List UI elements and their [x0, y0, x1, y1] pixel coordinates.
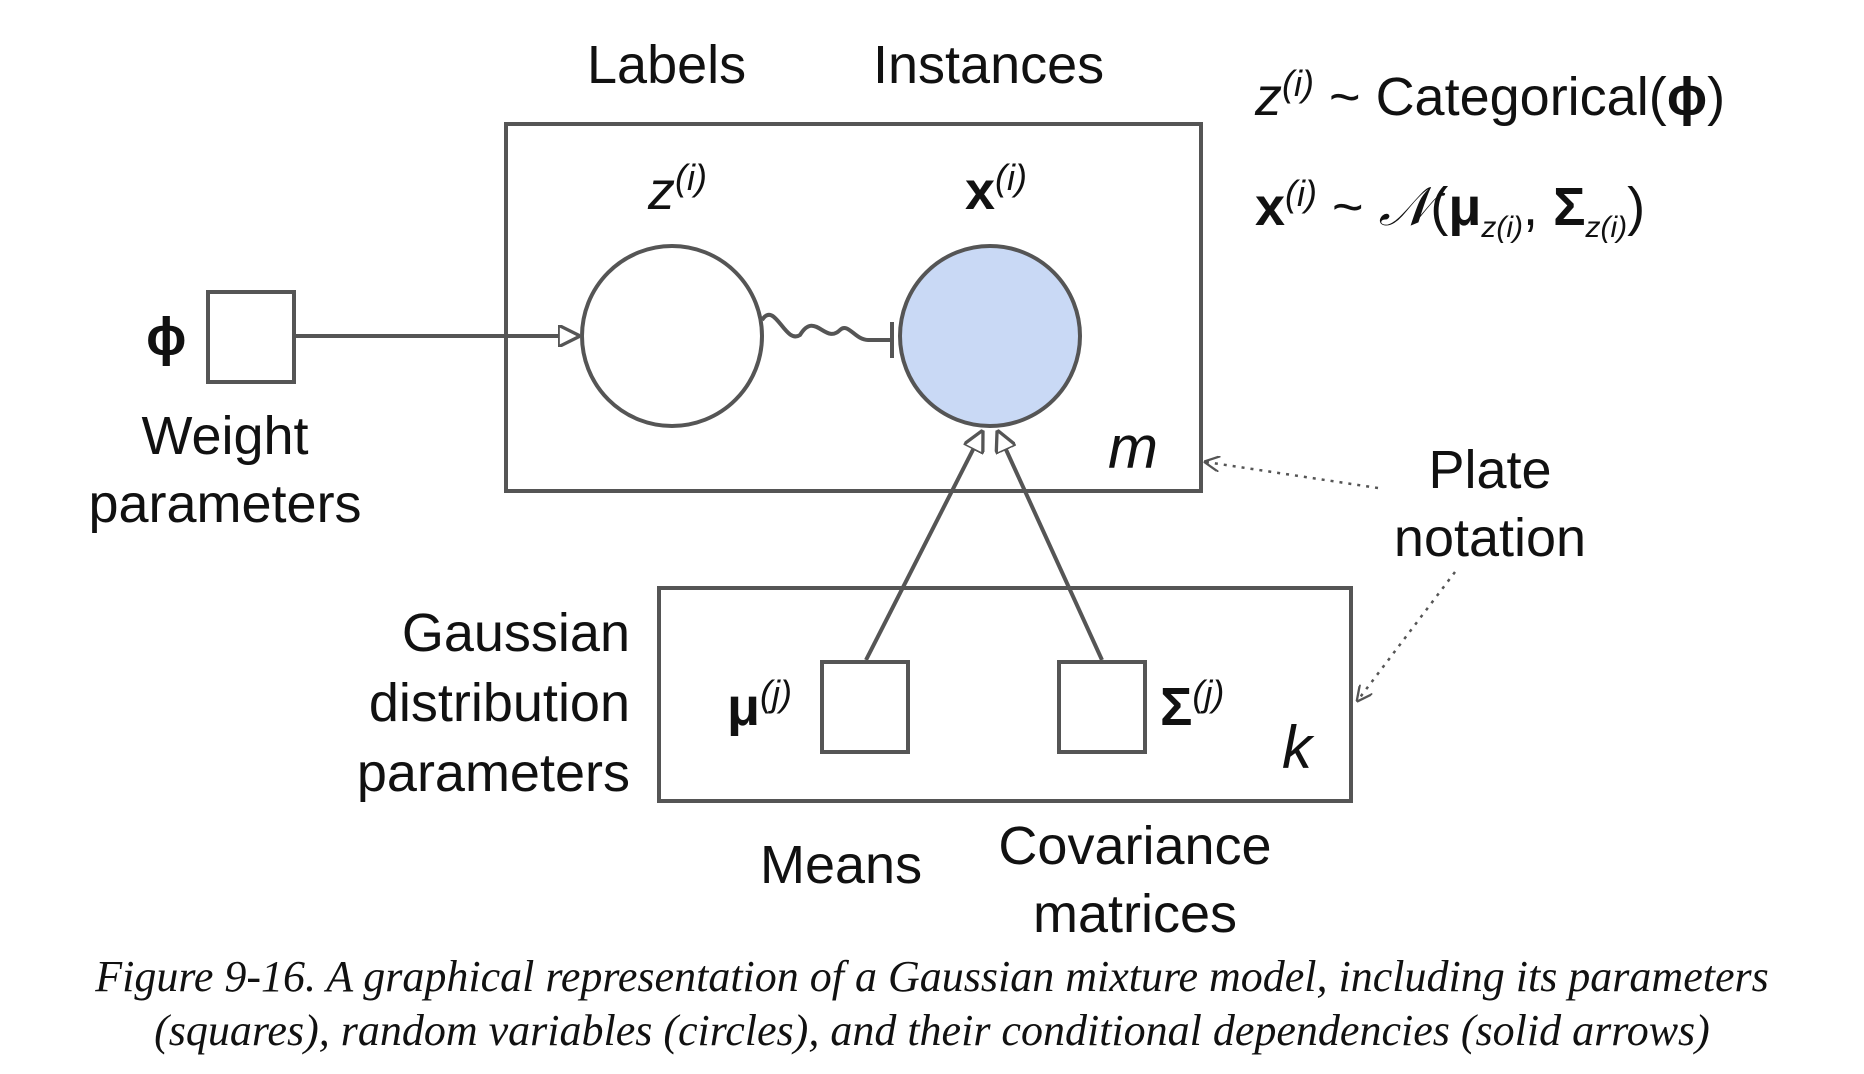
covariance-label: Covariance matrices	[980, 812, 1290, 948]
gaussian-params-line-2: distribution	[368, 673, 630, 733]
z-node-base: z	[648, 161, 675, 221]
gaussian-params-label: Gaussian distribution parameters	[300, 598, 630, 808]
equation-z-categorical: z(i) ~ Categorical(ϕ)	[1255, 63, 1726, 127]
z-node-sup: (i)	[675, 157, 707, 198]
gaussian-params-line-1: Gaussian	[401, 603, 630, 663]
eq1-fn: Categorical(	[1375, 67, 1667, 127]
x-node-base: x	[965, 161, 996, 221]
weight-parameters-line-2: parameters	[88, 474, 362, 534]
mu-node-base: μ	[727, 677, 761, 737]
mu-node-sup: (j)	[760, 673, 793, 714]
eq2-lhs-base: x	[1255, 177, 1286, 237]
weight-parameters-label: Weight parameters	[70, 402, 380, 538]
weight-parameters-line-1: Weight	[141, 406, 309, 466]
plate-notation-line-1: Plate	[1428, 440, 1552, 500]
eq1-arg: ϕ	[1666, 67, 1708, 127]
x-node-label: x(i)	[965, 157, 1028, 221]
plate-notation-pointer-m	[1206, 462, 1379, 490]
eq2-dist: 𝒩	[1378, 175, 1431, 238]
eq2-sigma: Σ	[1553, 177, 1586, 237]
mu-to-x-arrow	[864, 432, 982, 661]
z-x-wavy-link	[760, 312, 892, 342]
sigma-node-sup: (j)	[1192, 673, 1225, 714]
eq1-lhs-base: z	[1255, 67, 1282, 127]
means-label: Means	[760, 835, 923, 895]
eq1-close: )	[1707, 67, 1726, 127]
sigma-node-base: Σ	[1160, 677, 1193, 737]
figure-caption: Figure 9-16. A graphical representation …	[0, 950, 1864, 1058]
eq2-close: )	[1627, 177, 1646, 237]
sigma-square	[1057, 660, 1147, 754]
plate-k-letter: k	[1282, 714, 1312, 781]
eq1-lhs-sup: (i)	[1282, 63, 1314, 104]
z-node-circle	[580, 244, 764, 428]
x-node-circle	[898, 244, 1082, 428]
eq2-open: (	[1430, 177, 1449, 237]
plate-m-letter: m	[1108, 414, 1158, 481]
caption-line-1: Figure 9-16. A graphical representation …	[95, 952, 1769, 1001]
labels-heading: Labels	[587, 35, 747, 95]
eq2-comma: ,	[1523, 177, 1539, 237]
instances-heading: Instances	[873, 35, 1105, 95]
x-node-sup: (i)	[995, 157, 1028, 198]
plate-m	[504, 122, 1203, 493]
plate-notation-line-2: notation	[1393, 508, 1587, 568]
covariance-line-2: matrices	[1032, 884, 1238, 944]
mu-square	[820, 660, 910, 754]
eq2-sigma-sub: z(i)	[1585, 210, 1628, 244]
eq2-mu-sub: z(i)	[1481, 210, 1524, 244]
eq2-lhs-sup: (i)	[1285, 173, 1318, 214]
plate-notation-pointer-k	[1358, 571, 1456, 700]
phi-symbol: ϕ	[146, 307, 187, 367]
diagram-canvas	[206, 122, 1456, 803]
caption-line-2: (squares), random variables (circles), a…	[154, 1006, 1710, 1055]
eq1-tilde: ~	[1329, 67, 1361, 127]
covariance-line-1: Covariance	[998, 816, 1272, 876]
mu-node-label: μ(j)	[727, 673, 793, 737]
sigma-node-label: Σ(j)	[1160, 673, 1225, 737]
z-node-label: z(i)	[648, 157, 707, 221]
equation-x-normal: x(i) ~ 𝒩(μz(i), Σz(i))	[1255, 176, 1645, 243]
plate-k	[657, 586, 1353, 803]
gaussian-params-line-3: parameters	[356, 743, 630, 803]
phi-square	[206, 290, 296, 384]
eq2-tilde: ~	[1332, 177, 1364, 237]
plate-notation-label: Plate notation	[1375, 436, 1605, 572]
eq2-mu: μ	[1448, 177, 1482, 237]
sigma-to-x-arrow	[998, 432, 1104, 661]
